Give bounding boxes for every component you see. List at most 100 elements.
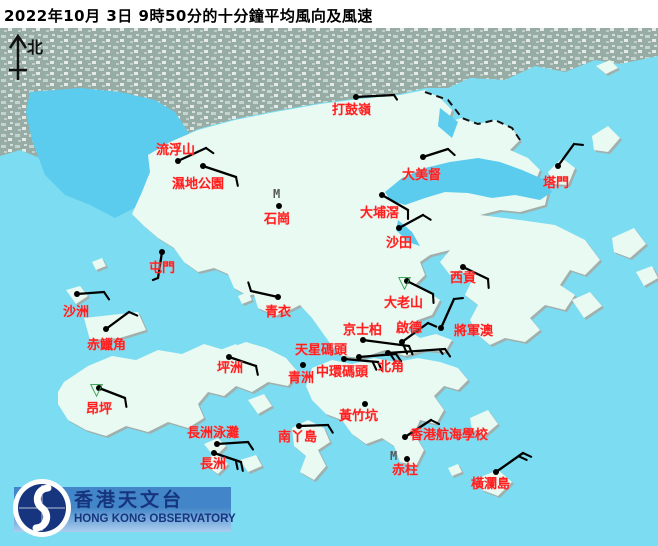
station-label: 塔門 <box>543 175 570 190</box>
wind-barb-segment <box>246 440 255 451</box>
station-dot <box>214 441 220 447</box>
wind-barb-segment <box>439 297 456 330</box>
wind-barb-segment <box>386 347 447 355</box>
wind-barb-segment <box>421 147 450 159</box>
hko-logo: 香港天文台 HONG KONG OBSERVATORY <box>0 476 260 542</box>
station-dot <box>96 385 102 391</box>
wind-barb-segment <box>354 93 396 99</box>
station-label: 啟德 <box>396 320 423 335</box>
station-label: 大老山 <box>384 295 424 310</box>
wind-barb-segment <box>392 93 399 101</box>
hilltop-triangle-icon: ▽ <box>90 380 104 400</box>
starling-inlet <box>438 108 458 138</box>
hilltop-triangle-icon: ▽ <box>398 273 412 293</box>
station-label: 京士柏 <box>343 322 383 337</box>
station-dot <box>404 456 410 462</box>
station-dot <box>438 325 444 331</box>
station-dot <box>396 225 402 231</box>
wind-barb-segment <box>389 353 397 363</box>
wind-barb-segment <box>556 142 576 168</box>
station-label: 昂坪 <box>86 401 113 416</box>
wind-barb-segment <box>380 193 410 212</box>
north-label: 北 <box>27 40 44 57</box>
station-dot <box>402 434 408 440</box>
station-label: 赤鱲角 <box>87 337 127 352</box>
station-dot <box>362 401 368 407</box>
logo-chinese-name: 香港天文台 <box>74 490 185 511</box>
wind-barb-segment <box>517 455 528 461</box>
station-dot <box>420 154 426 160</box>
wind-barb-segment <box>239 460 244 472</box>
wind-barb-segment <box>403 418 433 439</box>
station-label: 沙田 <box>386 235 413 250</box>
wind-barb-segment <box>297 423 330 428</box>
wind-barb-segment <box>227 355 258 368</box>
page-title: 2022年10月 3日 9時50分的十分鐘平均風向及風速 <box>4 7 373 25</box>
wind-barb-segment <box>405 279 435 296</box>
station-dot <box>399 339 405 345</box>
wind-barb-segment <box>426 321 438 328</box>
land-masses <box>58 60 658 496</box>
station-label: 青衣 <box>265 304 292 319</box>
wind-barb-segment <box>407 344 414 356</box>
station-label: 打鼓嶺 <box>332 102 372 117</box>
station-dot <box>379 192 385 198</box>
wind-barb-segment <box>97 386 127 400</box>
wind-barb-segment <box>572 142 585 146</box>
wind-barb-segment <box>486 277 490 290</box>
station-dot <box>341 356 347 362</box>
wind-barb-segment <box>104 310 131 331</box>
station-dot <box>226 354 232 360</box>
station-dot <box>275 294 281 300</box>
wind-barb-segment <box>376 360 383 372</box>
wind-barb-segment <box>431 292 435 305</box>
station-label: 濕地公園 <box>172 176 225 191</box>
station-dot <box>460 264 466 270</box>
wind-barb-segment <box>249 289 280 299</box>
station-dot <box>300 362 306 368</box>
station-label: 黃竹坑 <box>339 408 379 423</box>
wind-barb-segment <box>397 213 425 230</box>
logo-english-name: HONG KONG OBSERVATORY <box>74 513 236 525</box>
station-label: 流浮山 <box>156 142 196 157</box>
wind-barb-segment <box>429 418 441 426</box>
station-dot <box>356 354 362 360</box>
station-label: 香港航海學校 <box>410 427 489 442</box>
station-label: 青洲 <box>288 370 315 385</box>
station-label: 坪洲 <box>217 360 244 375</box>
wind-barb-segment <box>421 213 432 221</box>
station-label: 沙洲 <box>63 304 90 319</box>
station-dot <box>360 337 366 343</box>
wind-barb-segment <box>452 297 465 301</box>
station-label: 大美督 <box>402 167 442 182</box>
station-label: 北角 <box>378 359 405 374</box>
wind-barb-segment <box>75 290 106 296</box>
station-dot <box>200 163 206 169</box>
station-label: 天星碼頭 <box>295 342 348 357</box>
wind-barb-segment <box>443 347 452 358</box>
station-dot <box>175 158 181 164</box>
station-dot <box>103 326 109 332</box>
wind-barb-segment <box>326 423 334 434</box>
wind-barb-segment <box>201 164 238 179</box>
wind-barb-segment <box>400 321 430 344</box>
station-label: 西貢 <box>450 270 477 285</box>
wind-barb-segment <box>176 146 208 163</box>
wind-barb-segment <box>156 250 164 280</box>
station-dot <box>276 203 282 209</box>
wind-barb-segment <box>371 360 378 371</box>
station-label: 大埔滘 <box>360 205 400 220</box>
hko-emblem-icon <box>18 484 66 532</box>
wind-barb-segment <box>234 175 239 187</box>
station-dot <box>211 450 217 456</box>
station-label: 赤柱 <box>392 462 419 477</box>
station-label: 長洲 <box>200 456 227 471</box>
wind-barb-segment <box>151 276 160 282</box>
wind-barb-segment <box>102 290 111 301</box>
station-dot <box>74 291 80 297</box>
north-arrow-icon <box>8 33 28 80</box>
wind-barb-segment <box>254 364 259 376</box>
